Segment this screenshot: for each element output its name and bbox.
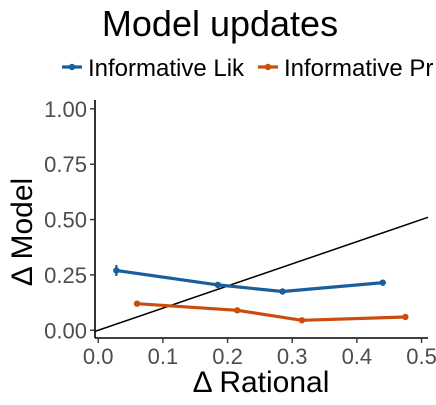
- identity-reference-line: [94, 216, 429, 333]
- x-tick-label: 0.2: [212, 344, 243, 369]
- x-tick-label: 0.5: [406, 344, 436, 369]
- series-line-2: [135, 302, 407, 322]
- plot-area: 0.00 0.25 0.50 0.75 1.00 0.0 0.1 0.2 0.3 0.4 0.5: [44, 97, 436, 369]
- y-tick-label: 1.00: [44, 97, 87, 122]
- series-line-1: [114, 268, 385, 294]
- data-point: [133, 300, 141, 307]
- y-tick-label: 0.25: [44, 263, 87, 288]
- x-tick-label: 0.4: [342, 344, 373, 369]
- data-point: [214, 281, 222, 289]
- data-point: [298, 317, 306, 324]
- data-point: [279, 288, 286, 295]
- x-tick-label: 0.3: [277, 344, 308, 369]
- legend-label: Informative Lik: [88, 55, 245, 82]
- legend-key-point: [68, 63, 76, 71]
- legend-label: Informative Pr: [284, 55, 433, 82]
- legend: Informative Lik Informative Pr: [62, 55, 433, 82]
- y-tick-label: 0.00: [44, 318, 87, 343]
- legend-key-point: [264, 63, 272, 71]
- x-axis-title: Δ Rational: [193, 366, 330, 399]
- data-point: [402, 313, 409, 321]
- x-tick-label: 0.1: [148, 344, 179, 369]
- data-point: [234, 307, 241, 314]
- chart-title: Model updates: [102, 3, 338, 44]
- data-point: [379, 279, 386, 286]
- data-point: [113, 267, 120, 274]
- y-axis-title: Δ Model: [6, 178, 39, 286]
- x-tick-label: 0.0: [83, 344, 114, 369]
- y-tick-label: 0.50: [44, 208, 87, 233]
- y-tick-label: 0.75: [44, 152, 87, 177]
